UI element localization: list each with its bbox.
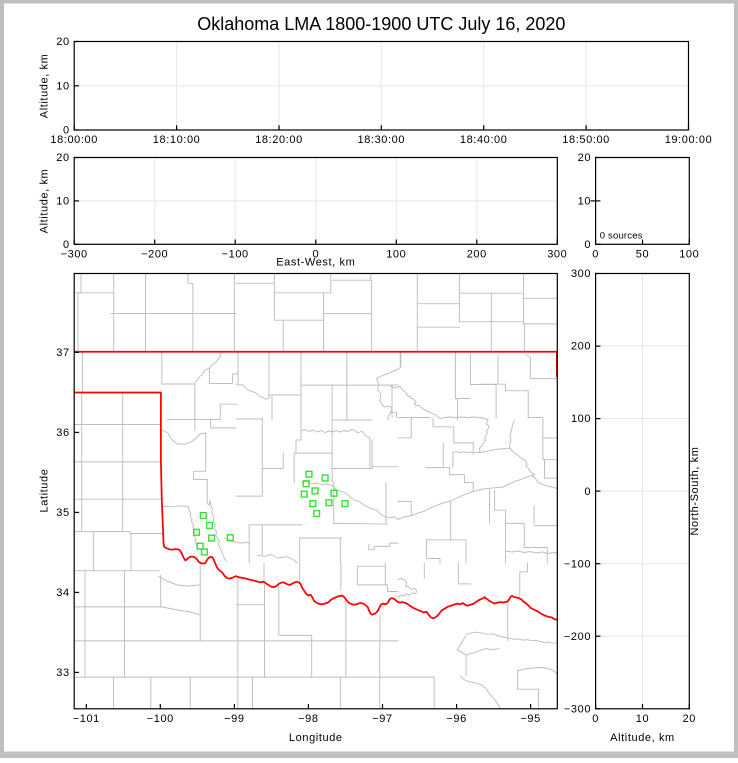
svg-text:36: 36 (56, 427, 69, 439)
svg-text:18:50:00: 18:50:00 (562, 134, 610, 146)
svg-text:Altitude, km: Altitude, km (610, 732, 675, 744)
svg-text:50: 50 (636, 248, 649, 260)
svg-text:−99: −99 (224, 713, 244, 725)
svg-text:−300: −300 (564, 703, 591, 715)
svg-text:18:10:00: 18:10:00 (153, 134, 201, 146)
svg-text:−98: −98 (298, 713, 318, 725)
svg-text:18:20:00: 18:20:00 (255, 134, 303, 146)
svg-text:East-West, km: East-West, km (276, 257, 355, 269)
svg-text:0: 0 (312, 248, 319, 260)
svg-text:−101: −101 (73, 713, 100, 725)
svg-text:Latitude: Latitude (39, 469, 51, 513)
svg-text:0 sources: 0 sources (600, 231, 643, 242)
svg-text:0: 0 (63, 125, 70, 137)
svg-text:−200: −200 (141, 248, 168, 260)
svg-text:Longitude: Longitude (289, 732, 343, 744)
svg-text:Oklahoma LMA 1800-1900 UTC Jul: Oklahoma LMA 1800-1900 UTC July 16, 2020 (197, 14, 565, 34)
svg-text:100: 100 (386, 248, 406, 260)
svg-text:100: 100 (571, 413, 591, 425)
svg-text:−100: −100 (147, 713, 174, 725)
svg-text:10: 10 (56, 80, 69, 92)
svg-text:33: 33 (56, 667, 69, 679)
svg-text:−100: −100 (564, 558, 591, 570)
svg-text:20: 20 (578, 152, 591, 164)
svg-text:18:40:00: 18:40:00 (460, 134, 508, 146)
svg-text:100: 100 (679, 248, 699, 260)
svg-text:18:30:00: 18:30:00 (357, 134, 405, 146)
svg-text:−95: −95 (520, 713, 540, 725)
svg-text:20: 20 (683, 713, 696, 725)
svg-text:20: 20 (56, 152, 69, 164)
svg-text:10: 10 (578, 196, 591, 208)
svg-text:−96: −96 (446, 713, 466, 725)
svg-text:Altitude, km: Altitude, km (39, 54, 51, 119)
svg-text:200: 200 (467, 248, 487, 260)
svg-text:North-South, km: North-South, km (689, 446, 701, 535)
svg-text:35: 35 (56, 507, 69, 519)
svg-text:300: 300 (547, 248, 567, 260)
svg-text:0: 0 (63, 239, 70, 251)
svg-text:−97: −97 (372, 713, 392, 725)
svg-text:0: 0 (592, 248, 599, 260)
svg-text:200: 200 (571, 341, 591, 353)
svg-text:0: 0 (584, 486, 591, 498)
svg-text:300: 300 (571, 268, 591, 280)
svg-text:−300: −300 (61, 248, 88, 260)
svg-text:Altitude, km: Altitude, km (39, 169, 51, 234)
svg-text:10: 10 (636, 713, 649, 725)
svg-text:−200: −200 (564, 631, 591, 643)
svg-text:−100: −100 (222, 248, 249, 260)
svg-text:0: 0 (592, 713, 599, 725)
svg-text:20: 20 (56, 36, 69, 48)
svg-text:0: 0 (584, 239, 591, 251)
svg-text:19:00:00: 19:00:00 (665, 134, 713, 146)
svg-text:37: 37 (56, 347, 69, 359)
svg-text:34: 34 (56, 587, 69, 599)
svg-text:18:00:00: 18:00:00 (50, 134, 98, 146)
svg-text:10: 10 (56, 196, 69, 208)
